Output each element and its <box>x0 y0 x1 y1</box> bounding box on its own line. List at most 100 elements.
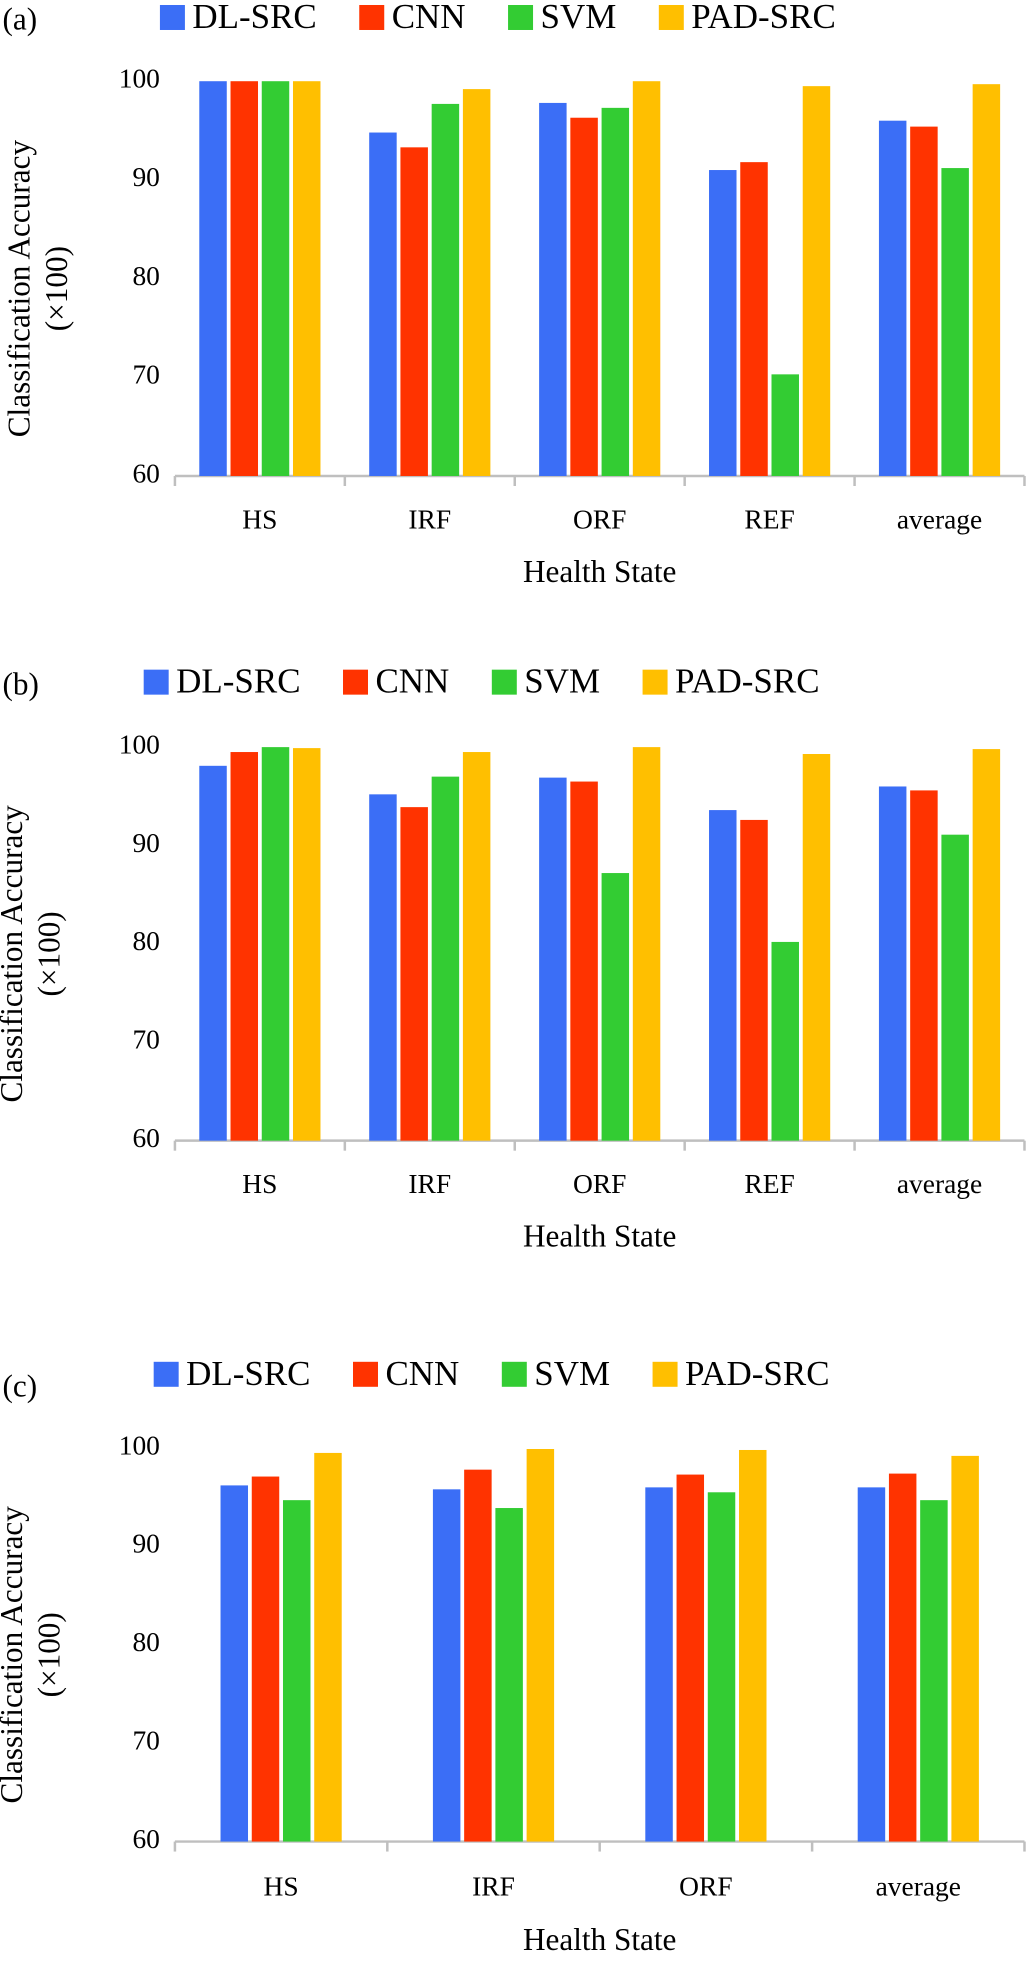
bar <box>771 374 799 477</box>
bar <box>707 1492 736 1842</box>
panel-label: (a) <box>3 2 38 37</box>
bar <box>199 81 227 477</box>
legend-label: DL-SRC <box>176 662 300 701</box>
y-axis-title: (×100) <box>32 911 67 996</box>
bar <box>369 132 397 477</box>
bar <box>739 1449 767 1842</box>
legend-swatch <box>343 669 368 695</box>
legend-swatch <box>508 4 534 30</box>
legend-label: PAD-SRC <box>675 662 819 701</box>
bar <box>972 749 1001 1141</box>
x-tick-label: IRF <box>472 1871 515 1901</box>
legend-label: SVM <box>534 1354 610 1393</box>
legend-label: PAD-SRC <box>691 0 835 36</box>
bar <box>539 777 567 1141</box>
y-tick-label: 60 <box>132 458 159 488</box>
x-tick-label: average <box>897 1169 982 1199</box>
y-tick-label: 90 <box>132 1529 159 1559</box>
x-tick-label: average <box>876 1871 961 1901</box>
bar <box>920 1500 948 1842</box>
legend-swatch <box>143 669 169 695</box>
bar <box>910 126 938 477</box>
panel-label: (b) <box>3 666 39 701</box>
legend-label: PAD-SRC <box>685 1354 829 1393</box>
y-tick-label: 100 <box>119 729 160 759</box>
bar <box>878 120 907 477</box>
x-tick-label: REF <box>744 505 794 535</box>
bar <box>526 1448 555 1842</box>
y-tick-label: 90 <box>132 828 159 858</box>
y-axis-title: (×100) <box>32 1612 67 1697</box>
x-tick-label: ORF <box>573 1169 626 1199</box>
legend-label: CNN <box>392 0 466 36</box>
bar <box>878 786 907 1141</box>
legend-label: DL-SRC <box>186 1354 310 1393</box>
bar <box>539 102 567 477</box>
y-axis-title: (×100) <box>39 246 74 331</box>
bar <box>431 776 460 1141</box>
bar <box>230 752 259 1141</box>
legend-swatch <box>642 669 668 695</box>
x-axis-title: Health State <box>523 1922 676 1957</box>
bar <box>431 103 460 477</box>
y-tick-label: 80 <box>132 261 159 291</box>
bar <box>199 765 227 1141</box>
bar <box>802 754 831 1141</box>
bar <box>676 1474 705 1842</box>
x-axis-title: Health State <box>523 554 676 589</box>
bar <box>251 1476 280 1842</box>
legend-swatch <box>159 4 185 30</box>
y-tick-label: 60 <box>132 1123 159 1153</box>
bar <box>432 1489 461 1842</box>
bar <box>941 834 969 1141</box>
bar <box>261 81 290 477</box>
legend-label: SVM <box>541 0 617 36</box>
y-tick-label: 70 <box>132 360 159 390</box>
bar <box>495 1508 523 1842</box>
bar <box>709 810 737 1141</box>
bar <box>771 941 799 1141</box>
legend-label: CNN <box>385 1354 459 1393</box>
legend-label: DL-SRC <box>192 0 316 36</box>
y-axis-title: Classification Accuracy <box>0 805 29 1103</box>
bar <box>632 81 661 477</box>
legend-swatch <box>501 1361 527 1387</box>
bar <box>400 807 428 1141</box>
y-axis-title: Classification Accuracy <box>2 140 37 438</box>
bar <box>261 747 290 1141</box>
x-tick-label: HS <box>242 505 277 535</box>
bar <box>740 819 768 1141</box>
bar <box>601 873 630 1141</box>
x-tick-label: average <box>897 505 982 535</box>
bar <box>314 1452 342 1842</box>
bar <box>972 84 1001 477</box>
legend-swatch <box>658 4 684 30</box>
legend-label: SVM <box>524 662 600 701</box>
x-tick-label: HS <box>242 1169 277 1199</box>
bar <box>857 1487 886 1842</box>
bar <box>802 86 831 477</box>
legend-swatch <box>652 1361 678 1387</box>
legend-swatch <box>359 4 385 30</box>
y-tick-label: 90 <box>132 162 159 192</box>
x-tick-label: HS <box>264 1871 299 1901</box>
legend-swatch <box>491 669 517 695</box>
bar <box>292 748 321 1141</box>
bar <box>632 747 661 1141</box>
bar <box>645 1487 673 1842</box>
y-tick-label: 100 <box>119 1430 160 1460</box>
legend-swatch <box>153 1361 179 1387</box>
x-axis-title: Health State <box>523 1219 676 1254</box>
y-tick-label: 70 <box>132 1025 159 1055</box>
bar <box>220 1485 249 1842</box>
bar <box>951 1455 979 1842</box>
bar <box>570 781 598 1141</box>
bar <box>740 162 768 477</box>
panel-label: (c) <box>3 1368 38 1403</box>
bar <box>230 81 259 477</box>
bar <box>464 1469 492 1842</box>
x-tick-label: IRF <box>408 505 451 535</box>
y-tick-label: 80 <box>132 926 159 956</box>
